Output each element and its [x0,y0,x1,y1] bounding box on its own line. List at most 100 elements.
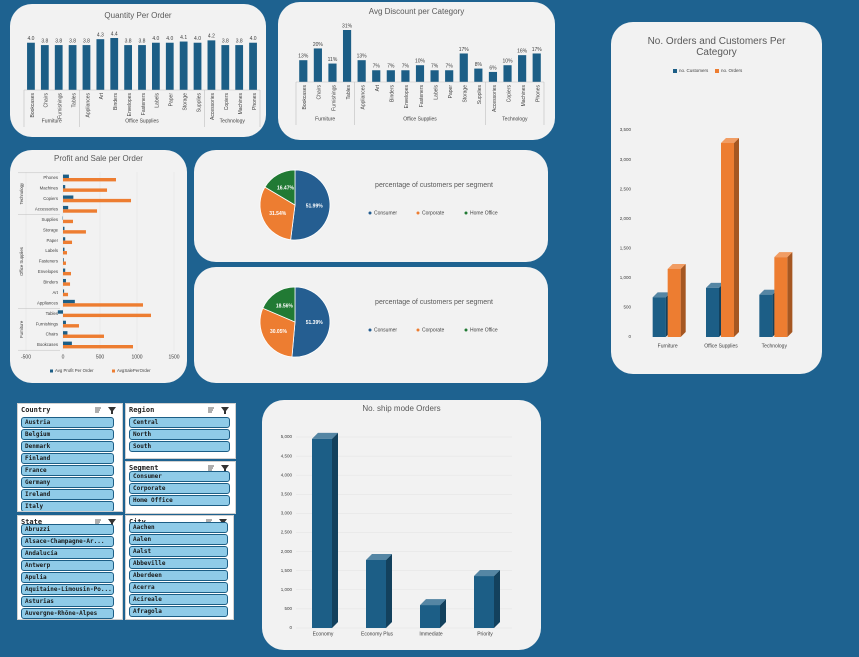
y-tick-label: Appliances [37,300,58,305]
x-tick-label: Bookcases [30,93,36,118]
slicer-item[interactable]: North [129,429,230,440]
slicer-item[interactable]: Finland [21,453,114,464]
value-label: 8% [475,62,483,68]
x-tick-label: Fasteners [419,85,425,108]
bar-top-shade [721,138,739,144]
bar-side-shade [734,138,739,337]
slicer-item[interactable]: Denmark [21,441,114,452]
slicer-item[interactable]: Aquitaine-Limousin-Po... [21,584,114,595]
slicer-item[interactable]: Apulia [21,572,114,583]
slicer-item[interactable]: South [129,441,230,452]
x-tick-label: Chairs [317,85,323,100]
legend-marker [416,211,420,215]
y-tick-label: Bookcases [37,342,58,347]
group-label: Office Supplies [403,116,437,122]
slicer-item[interactable]: Afragola [129,606,228,617]
slicer-item[interactable]: Antwerp [21,560,114,571]
slicer-item[interactable]: Abbeville [129,558,228,569]
slicer-item[interactable]: Abruzzi [21,524,114,535]
slicer-item[interactable]: Acerra [129,582,228,593]
chart: 13% Bookcases 20% Chairs 11% Furnishings 31% Ta… [295,23,545,125]
y-tick-label: Envelopes [38,269,58,274]
slicer-item[interactable]: Aachen [129,522,228,533]
y-tick-label: 5,000 [281,434,293,439]
slicer-item[interactable]: Consumer [129,471,230,482]
bar-top [667,263,686,269]
bar-top-shade [312,432,338,439]
x-tick-label: Bookcases [302,85,308,110]
bar-side [386,554,392,628]
bar-top-shade [774,252,793,258]
bar [165,42,174,90]
bar-front [366,560,386,628]
y-tick-label: 0 [289,625,292,630]
bar [721,138,739,337]
y-tick-label: Chairs [46,332,58,337]
x-tick-label: Binders [390,85,396,102]
icon-funnel [108,519,116,526]
bar [63,188,108,192]
bar [63,282,71,286]
group-label: Technology [19,182,24,205]
value-label: 3.8 [236,38,243,44]
slicer-item[interactable]: Aberdeen [129,570,228,581]
x-tick-label: Appliances [85,93,91,118]
value-label: 31.54% [269,211,287,217]
bar [63,320,66,325]
slicer-item[interactable]: Asturias [21,596,114,607]
slicer-title: Segment [129,464,159,472]
bar [124,45,133,90]
x-tick-label: Envelopes [127,93,133,117]
x-tick-label: Phones [536,85,542,102]
legend-label: Consumer [374,327,397,333]
bar [179,41,188,90]
slicer-item[interactable]: Ireland [21,489,114,500]
bar [63,198,132,203]
bar-side-shade [440,599,446,628]
slicer-item[interactable]: Austria [21,417,114,428]
bar [366,554,392,628]
slicer-item[interactable]: Central [129,417,230,428]
bar-top [312,432,338,439]
x-tick-label: Accessories [210,93,216,120]
bar-top [474,570,500,577]
slicer-item[interactable]: Andalucía [21,548,114,559]
slicer-item[interactable]: Aalst [129,546,228,557]
chart-title: Avg Discount per Category [368,7,465,16]
bar-side [734,138,739,337]
slicer-item[interactable]: Acireale [129,594,228,605]
y-tick-label: 1,500 [281,568,293,573]
legend-label: Avg Profit Per Order [55,368,94,373]
slicer-item[interactable]: Belgium [21,429,114,440]
value-label: 13% [357,54,368,60]
chart: -500 0 500 1000 1500 Bookcases Chairs Furnishin… [18,172,180,373]
pie-slice [259,307,296,358]
chart-card: 0 500 1,000 1,500 2,000 2,500 3,000 3,500 4,000 4… [262,400,541,650]
slicer-item[interactable]: Auvergne-Rhône-Alpes [21,608,114,619]
legend-label: Consumer [374,210,397,216]
bar-front [721,143,734,337]
slicer-item[interactable]: Corporate [129,483,230,494]
slicer-item[interactable]: Home Office [129,495,230,506]
slicer-item[interactable]: Italy [21,501,114,511]
value-label: 17% [459,47,470,53]
legend-marker [416,328,420,332]
slicer-title: State [21,518,43,526]
slicer-item[interactable]: Aalen [129,534,228,545]
bar [63,341,72,345]
value-label: 7% [387,64,395,70]
y-tick-label: 3,000 [281,511,293,516]
x-tick-label: Furnishings [331,85,337,111]
chart-title: percentage of customers per segment [375,299,493,306]
legend-label: no. Orders [721,68,743,73]
x-tick-label: Appliances [360,85,366,110]
bar-side [787,252,793,337]
bar [63,209,98,213]
slicer-item[interactable]: Germany [21,477,114,488]
value-label: 4.4 [111,31,118,37]
bar [63,271,71,276]
y-tick-label: 2,000 [620,216,632,221]
slicer-item[interactable]: France [21,465,114,476]
pie-slice [290,169,331,241]
slicer-item[interactable]: Alsace-Champagne-Ar... [21,536,114,547]
